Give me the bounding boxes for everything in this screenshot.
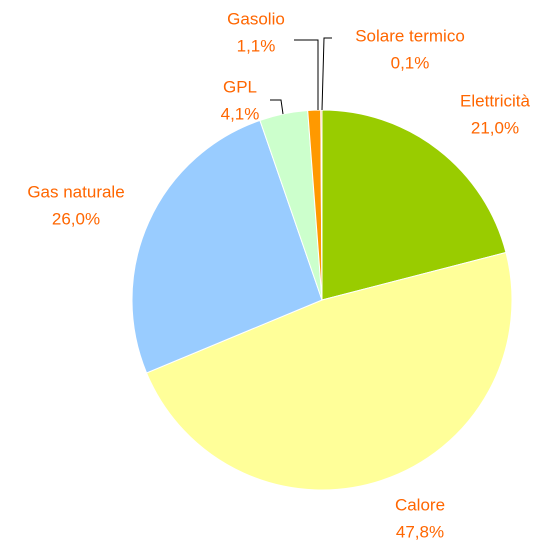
slice-label: GPL xyxy=(223,77,257,96)
slice-label: Gas naturale xyxy=(27,182,124,201)
slice-value-label: 1,1% xyxy=(237,36,276,55)
slice-label: Gasolio xyxy=(227,9,285,28)
pie-slice xyxy=(131,119,323,374)
slice-value-label: 4,1% xyxy=(221,104,260,123)
leader-line xyxy=(270,99,284,115)
slice-label: Solare termico xyxy=(355,26,465,45)
slice-value-label: 26,0% xyxy=(52,209,100,228)
pie-slice xyxy=(321,109,507,301)
slice-value-label: 21,0% xyxy=(471,118,519,137)
slice-label: Elettricità xyxy=(460,91,530,110)
leader-line xyxy=(321,37,332,111)
leader-line xyxy=(294,39,319,110)
slice-value-label: 0,1% xyxy=(391,53,430,72)
slice-label: Calore xyxy=(395,495,445,514)
pie-slice xyxy=(145,251,513,491)
pie-slice xyxy=(320,109,323,301)
slice-value-label: 47,8% xyxy=(396,522,444,541)
